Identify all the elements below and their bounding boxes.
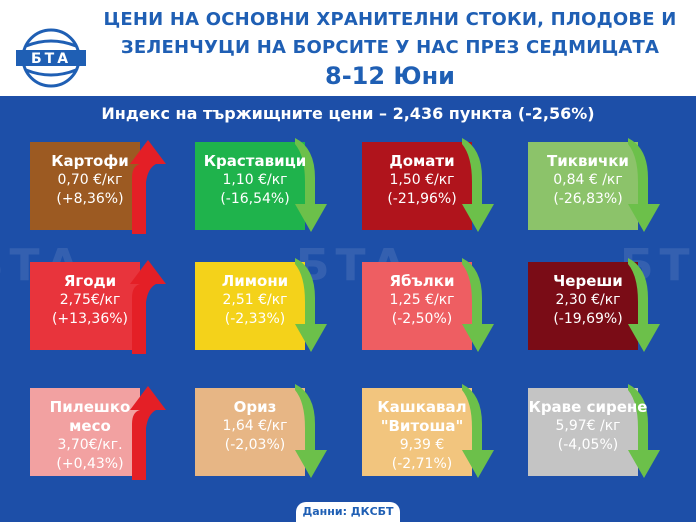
product-price: 3,70€/кг. [57,437,123,453]
product-name: Кашкавал "Витоша" [377,398,467,435]
page-title: ЦЕНИ НА ОСНОВНИ ХРАНИТЕЛНИ СТОКИ, ПЛОДОВ… [96,6,684,62]
product-name: Краставици [203,152,307,170]
price-card-background [30,262,140,350]
arrow-down-icon [628,384,660,478]
title-line-2: ЗЕЛЕНЧУЦИ НА БОРСИТЕ У НАС ПРЕЗ СЕДМИЦАТ… [120,37,660,58]
data-source: Данни: ДКСБТ [296,502,400,522]
price-card-background [362,142,472,230]
arrow-up-icon [130,260,166,354]
price-card-background [528,262,638,350]
price-card-text: Домати 1,50 €/кг (-21,96%) [362,152,482,209]
price-card-text: Тиквички 0,84 € /кг (-26,83%) [528,152,648,209]
product-change: (-19,69%) [553,311,623,327]
arrow-down-icon [295,384,327,478]
price-card: Картофи 0,70 €/кг (+8,36%) [30,140,166,234]
title-line-1: ЦЕНИ НА ОСНОВНИ ХРАНИТЕЛНИ СТОКИ, ПЛОДОВ… [103,9,677,30]
product-name: Тиквички [547,152,629,170]
header: БТА ЦЕНИ НА ОСНОВНИ ХРАНИТЕЛНИ СТОКИ, ПЛ… [0,0,696,96]
arrow-up-icon [130,140,166,234]
product-price: 2,51 €/кг [222,292,288,308]
price-card: Лимони 2,51 €/кг (-2,33%) [195,258,327,352]
price-card-background [195,262,305,350]
price-card-text: Лимони 2,51 €/кг (-2,33%) [195,272,315,329]
price-card: Ябълки 1,25 €/кг (-2,50%) [362,258,494,352]
product-change: (-2,50%) [391,311,453,327]
product-price: 1,64 €/кг [222,418,288,434]
date-range: 8-12 Юни [325,62,455,90]
product-price: 1,10 €/кг [222,172,288,188]
price-card: Домати 1,50 €/кг (-21,96%) [362,138,494,232]
price-card-background [30,142,140,230]
product-change: (+8,36%) [56,191,124,207]
product-name: Картофи [51,152,129,170]
product-change: (+13,36%) [51,311,129,327]
price-card-text: Ягоди 2,75€/кг (+13,36%) [30,272,150,329]
product-name: Краве сирене [528,398,648,416]
product-name: Ябълки [389,272,455,290]
price-card: Череши 2,30 €/кг (-19,69%) [528,258,660,352]
arrow-down-icon [295,258,327,352]
logo-text: БТА [31,51,71,67]
price-card-text: Картофи 0,70 €/кг (+8,36%) [30,152,150,209]
product-price: 0,70 €/кг [57,172,123,188]
product-price: 2,75€/кг [59,292,121,308]
product-name: Домати [389,152,455,170]
price-card: Тиквички 0,84 € /кг (-26,83%) [528,138,660,232]
product-change: (-4,05%) [557,437,619,453]
product-name: Лимони [221,272,289,290]
product-change: (-21,96%) [387,191,457,207]
price-card-text: Краве сирене 5,97€ /кг (-4,05%) [528,398,648,455]
price-card: Ориз 1,64 €/кг (-2,03%) [195,384,327,478]
product-price: 1,50 €/кг [389,172,455,188]
price-card-text: Череши 2,30 €/кг (-19,69%) [528,272,648,329]
price-card-background [362,388,472,476]
price-card: Ягоди 2,75€/кг (+13,36%) [30,260,166,354]
product-name: Ориз [233,398,277,416]
price-card-text: Кашкавал "Витоша" 9,39 € (-2,71%) [362,398,482,474]
product-price: 9,39 € [399,437,445,453]
price-card-text: Ябълки 1,25 €/кг (-2,50%) [362,272,482,329]
price-card: Краве сирене 5,97€ /кг (-4,05%) [528,384,660,478]
arrow-down-icon [628,258,660,352]
arrow-down-icon [462,138,494,232]
price-card-background [30,388,140,476]
product-change: (-2,71%) [391,456,453,472]
price-card-text: Ориз 1,64 €/кг (-2,03%) [195,398,315,455]
product-change: (-2,33%) [224,311,286,327]
price-card: Пилешко месо 3,70€/кг. (+0,43%) [30,386,166,480]
price-card-background [528,142,638,230]
product-price: 5,97€ /кг [555,418,621,434]
arrow-down-icon [462,384,494,478]
price-card-text: Краставици 1,10 €/кг (-16,54%) [195,152,315,209]
arrow-down-icon [295,138,327,232]
bta-logo: БТА [16,28,86,88]
product-price: 0,84 € /кг [553,172,623,188]
arrow-down-icon [628,138,660,232]
arrow-up-icon [130,386,166,480]
price-card-background [195,142,305,230]
price-card: Кашкавал "Витоша" 9,39 € (-2,71%) [362,384,494,478]
price-card-text: Пилешко месо 3,70€/кг. (+0,43%) [30,398,150,474]
product-name: Пилешко месо [49,398,131,435]
price-card-background [362,262,472,350]
product-name: Череши [553,272,623,290]
product-name: Ягоди [63,272,117,290]
product-change: (-26,83%) [553,191,623,207]
price-card-background [528,388,638,476]
price-index: Индекс на тържищните цени – 2,436 пункта… [101,104,595,123]
product-change: (-2,03%) [224,437,286,453]
price-card: Краставици 1,10 €/кг (-16,54%) [195,138,327,232]
arrow-down-icon [462,258,494,352]
product-price: 2,30 €/кг [555,292,621,308]
product-change: (+0,43%) [56,456,124,472]
product-change: (-16,54%) [220,191,290,207]
product-price: 1,25 €/кг [389,292,455,308]
price-card-background [195,388,305,476]
